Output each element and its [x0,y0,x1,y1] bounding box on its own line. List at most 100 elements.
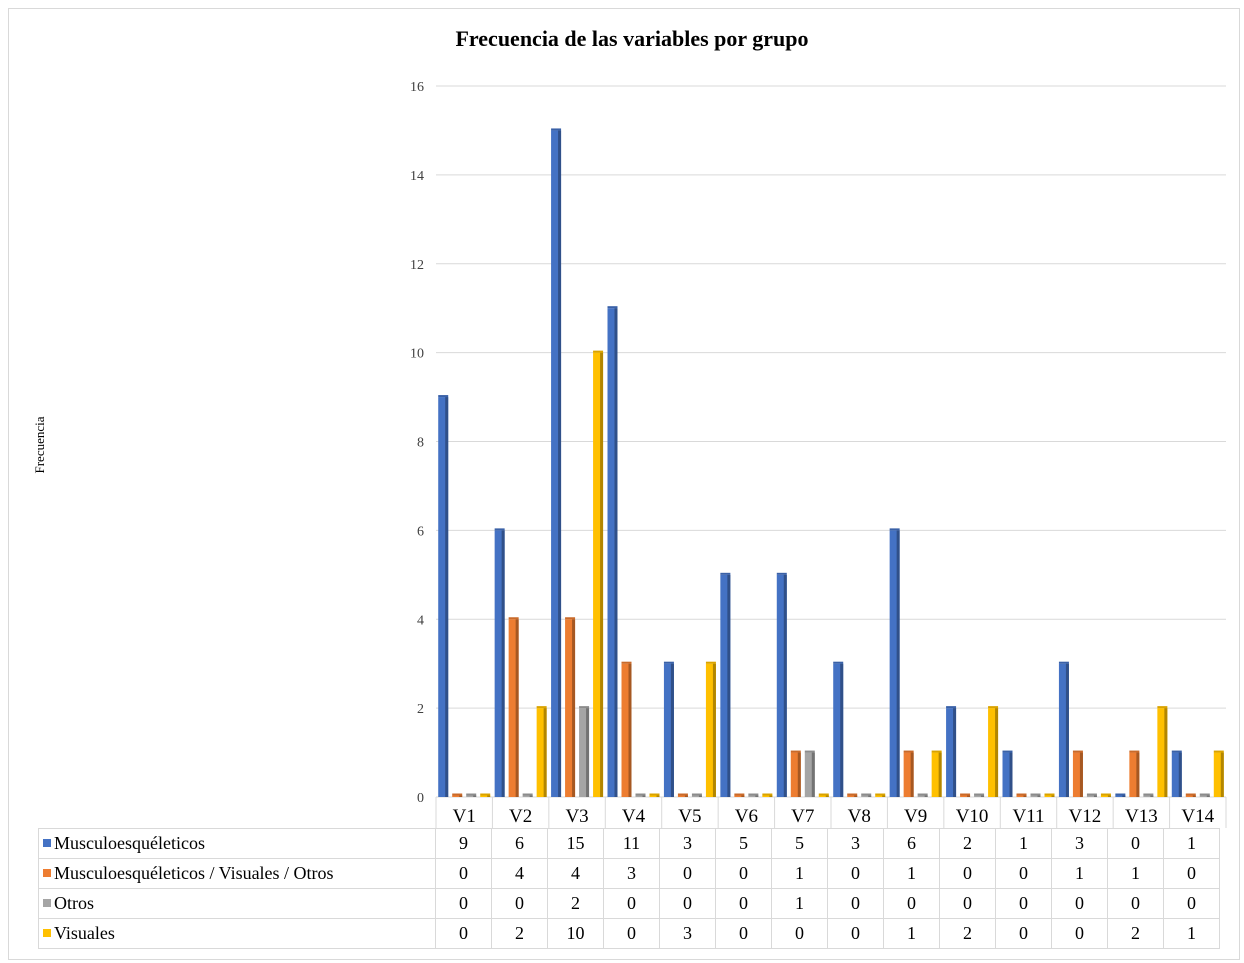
x-tick-label: V10 [956,806,989,827]
data-label: 0 [659,888,716,919]
data-label: 0 [827,888,884,919]
bar [1171,750,1182,797]
bar [480,793,491,797]
x-tick-label: V12 [1069,806,1102,827]
data-label: 0 [435,888,492,919]
bar [790,750,801,797]
data-label: 0 [435,918,492,949]
chart-title: Frecuencia de las variables por grupo [455,26,809,51]
bar [1199,793,1210,797]
bar [818,793,829,797]
bar [494,528,505,797]
data-label: 1 [771,858,828,889]
y-tick-label: 4 [417,613,424,628]
data-label: 0 [435,858,492,889]
legend-entry: Musculoesquéleticos [38,828,436,859]
bar [593,350,604,797]
bar [1086,793,1097,797]
bar [1143,793,1154,797]
bar [720,572,731,797]
x-tick-label: V1 [453,806,476,827]
data-label: 2 [1107,918,1164,949]
data-label: 1 [1051,858,1108,889]
bar [691,793,702,797]
data-label: 1 [1163,918,1220,949]
data-label: 10 [547,918,604,949]
y-tick-label: 14 [410,169,424,184]
y-tick-label: 10 [410,347,424,362]
x-tick-label: V8 [848,806,871,827]
bar [536,706,547,797]
bar [677,793,688,797]
data-label: 1 [1107,858,1164,889]
y-tick-label: 2 [417,702,424,717]
bar [748,793,759,797]
table-row: Visuales 0 2 10 0 3 0 0 0 1 2 0 0 2 1 [38,918,1220,949]
bar [833,661,844,797]
bars [438,128,1224,797]
data-label: 0 [995,918,1052,949]
data-label: 2 [491,918,548,949]
bar [988,706,999,797]
bar [974,793,985,797]
data-label: 1 [771,888,828,919]
x-tick-label: V14 [1181,806,1214,827]
bar [551,128,562,797]
bar [607,306,618,797]
bar [1157,706,1168,797]
data-label: 1 [1163,828,1220,859]
bar [1016,793,1027,797]
legend-entry: Musculoesquéleticos / Visuales / Otros [38,858,436,889]
data-label: 2 [547,888,604,919]
x-tick-label: V6 [735,806,758,827]
legend-swatch [43,869,51,877]
bar [1185,793,1196,797]
data-table: Musculoesquéleticos 9 6 15 11 3 5 5 3 6 2 1 3 0 1 Muscu… [38,828,1220,949]
bar [1002,750,1013,797]
bar [579,706,590,797]
bar [1058,661,1069,797]
data-label: 0 [1107,888,1164,919]
data-label: 0 [995,888,1052,919]
bar [1129,750,1140,797]
bar [635,793,646,797]
y-tick-label: 6 [417,524,424,539]
y-tick-labels: 0 2 4 6 8 10 12 14 16 [410,80,424,806]
bar [508,617,519,797]
data-label: 1 [883,918,940,949]
bar [452,793,463,797]
data-label: 4 [547,858,604,889]
bar [847,793,858,797]
data-label: 0 [1163,858,1220,889]
bar [1030,793,1041,797]
legend-entry: Visuales [38,918,436,949]
legend-swatch [43,899,51,907]
bar [903,750,914,797]
data-label: 0 [1051,888,1108,919]
legend-label: Visuales [54,923,115,943]
bar [466,793,477,797]
chart-frame [8,8,1240,960]
data-label: 0 [939,888,996,919]
data-label: 15 [547,828,604,859]
y-tick-label: 12 [410,258,424,273]
bar [1213,750,1224,797]
bar [861,793,872,797]
x-tick-label: V7 [791,806,814,827]
data-label: 5 [715,828,772,859]
bar [438,395,449,797]
legend-entry: Otros [38,888,436,919]
table-row: Otros 0 0 2 0 0 0 1 0 0 0 0 0 0 0 [38,888,1220,919]
data-label: 3 [603,858,660,889]
legend-label: Musculoesquéleticos / Visuales / Otros [54,863,334,883]
data-label: 0 [771,918,828,949]
data-label: 3 [659,918,716,949]
x-tick-label: V3 [565,806,588,827]
data-label: 0 [603,888,660,919]
legend-swatch [43,839,51,847]
data-label: 0 [715,888,772,919]
bar [917,793,928,797]
bar [776,572,787,797]
bar [889,528,900,797]
bar [946,706,957,797]
